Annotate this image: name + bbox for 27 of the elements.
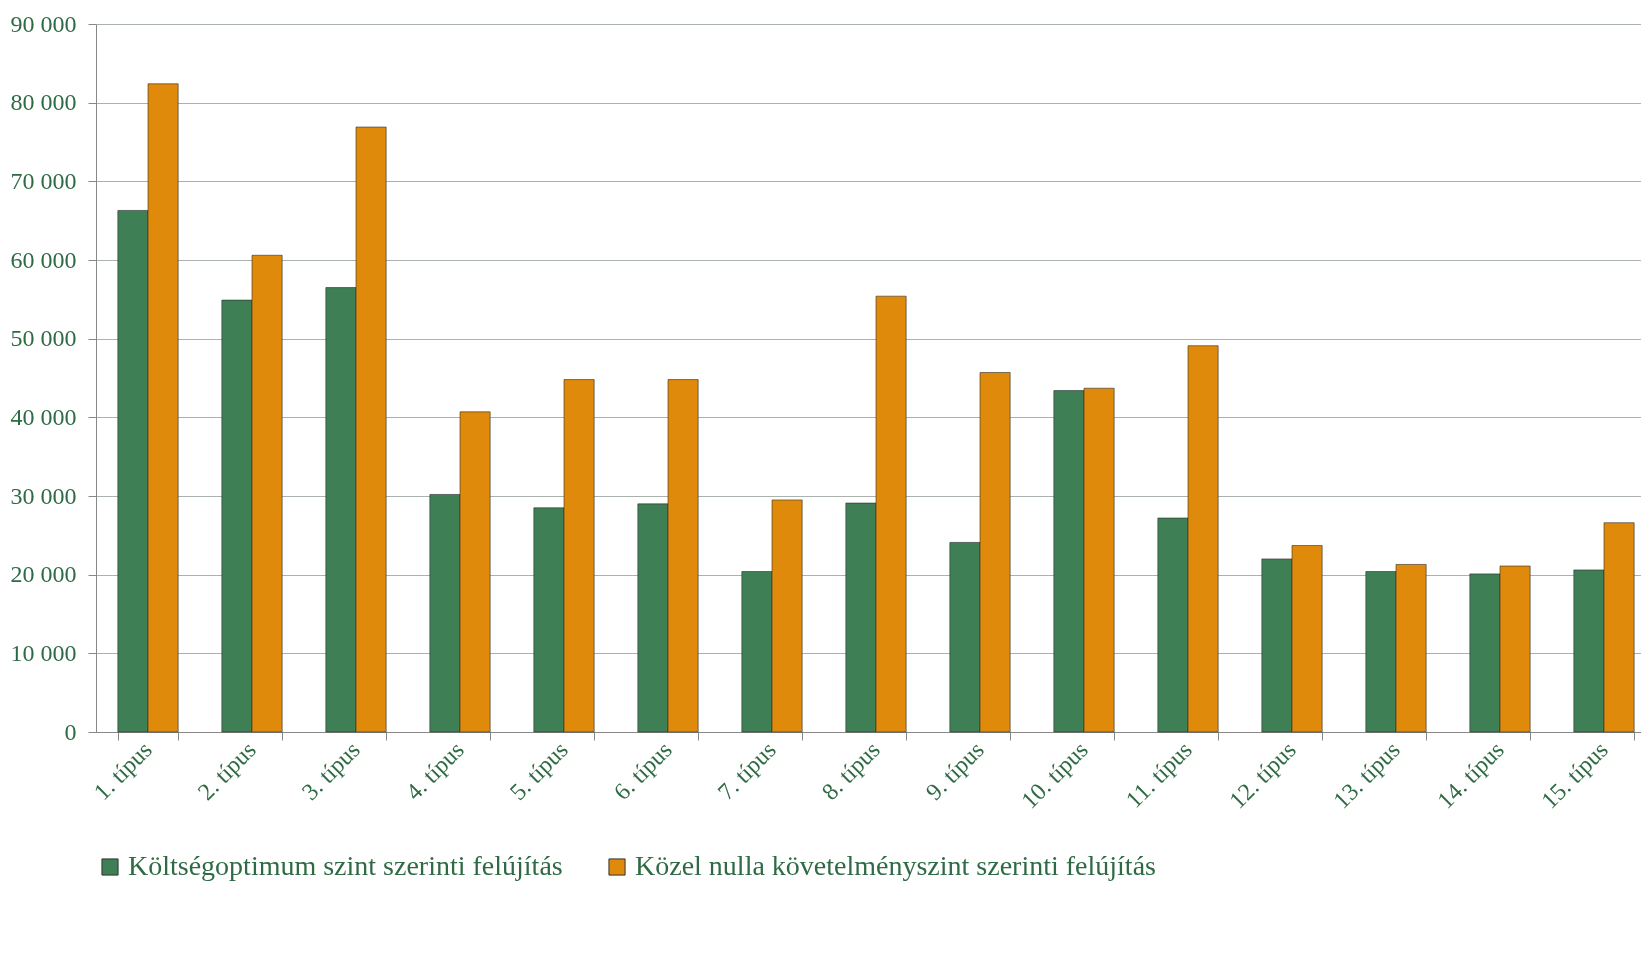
legend-label: Közel nulla követelményszint szerinti felújítás xyxy=(635,850,1156,881)
y-tick-label: 0 xyxy=(64,718,77,745)
y-tick-label: 60 000 xyxy=(10,246,77,273)
y-tick-label: 40 000 xyxy=(10,403,77,430)
x-tick-label: 3. típus xyxy=(296,736,365,805)
y-tick-label: 20 000 xyxy=(10,561,77,588)
x-tick-label: 8. típus xyxy=(816,736,885,805)
x-tick-label: 11. típus xyxy=(1120,736,1197,813)
x-tick-label: 12. típus xyxy=(1224,736,1301,814)
y-tick-label: 50 000 xyxy=(10,325,77,352)
x-tick-label: 5. típus xyxy=(504,736,573,805)
x-tick-label: 2. típus xyxy=(192,736,261,805)
x-tick-label: 7. típus xyxy=(712,736,781,805)
y-tick-label: 70 000 xyxy=(10,167,77,194)
x-tick-label: 13. típus xyxy=(1328,736,1405,814)
x-tick-label: 9. típus xyxy=(920,736,989,805)
y-tick-label: 10 000 xyxy=(10,639,77,666)
y-tick-label: 80 000 xyxy=(10,89,77,116)
x-tick-label: 1. típus xyxy=(88,736,157,805)
x-tick-label: 4. típus xyxy=(400,736,469,805)
legend-label: Költségoptimum szint szerinti felújítás xyxy=(128,850,563,881)
x-tick-label: 14. típus xyxy=(1432,736,1509,814)
y-tick-label: 30 000 xyxy=(10,482,77,509)
x-tick-label: 6. típus xyxy=(608,736,677,805)
x-tick-label: 10. típus xyxy=(1016,736,1093,814)
y-tick-label: 90 000 xyxy=(10,10,77,37)
x-tick-label: 15. típus xyxy=(1536,736,1613,814)
